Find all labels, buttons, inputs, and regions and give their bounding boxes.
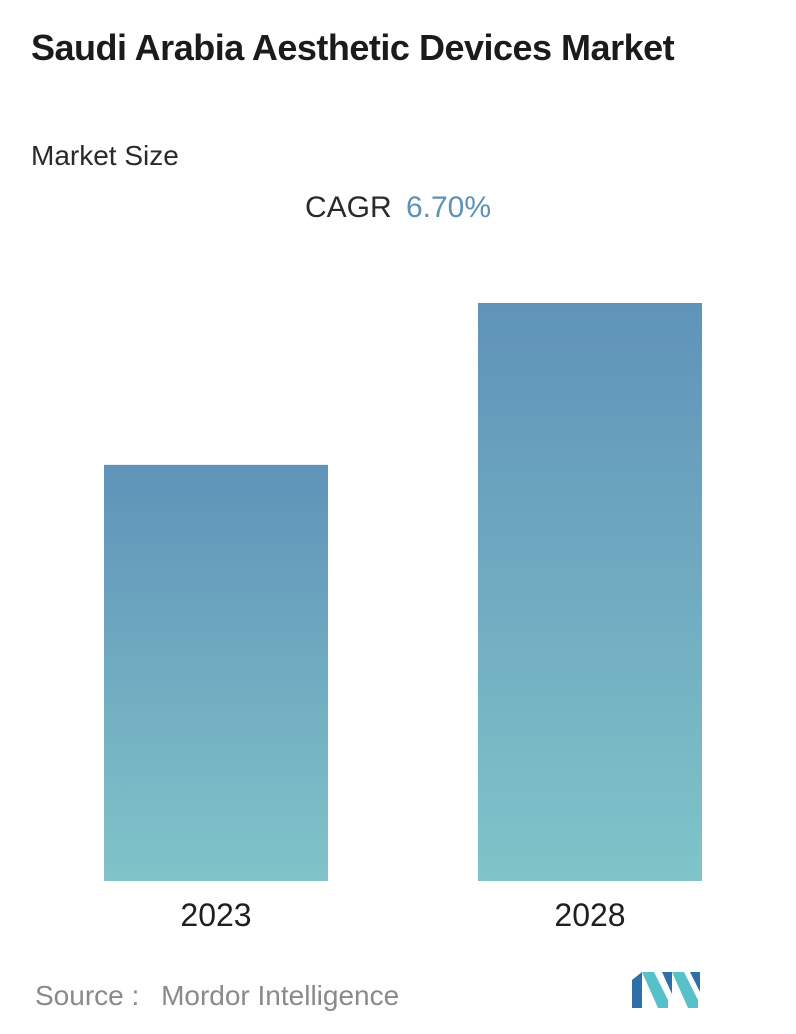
chart-subtitle: Market Size — [31, 140, 179, 171]
logo-right-bar — [690, 972, 700, 992]
cagr-label: CAGR 6.70% — [0, 188, 796, 228]
chart-title: Saudi Arabia Aesthetic Devices Market — [31, 27, 675, 68]
logo-left-bar — [632, 972, 642, 1008]
x-tick-label-2028: 2028 — [554, 897, 625, 933]
bars-group — [104, 303, 702, 881]
logo-diagonal-1 — [642, 972, 668, 1008]
source-label: Source : — [35, 980, 140, 1011]
source-name: Mordor Intelligence — [161, 980, 400, 1011]
cagr-value: 6.70% — [405, 191, 492, 224]
bar-2023 — [104, 464, 328, 881]
x-tick-label-2023: 2023 — [180, 897, 251, 933]
logo-diagonal-2 — [672, 972, 698, 1008]
logo-mid-bar — [662, 972, 672, 994]
cagr-text: CAGR — [304, 191, 392, 224]
mordor-intelligence-logo-icon — [632, 972, 700, 1008]
bar-2028 — [478, 303, 702, 881]
x-tick-labels: 2023 2028 — [180, 897, 625, 933]
source-footer: Source : Mordor Intelligence — [35, 978, 399, 1014]
